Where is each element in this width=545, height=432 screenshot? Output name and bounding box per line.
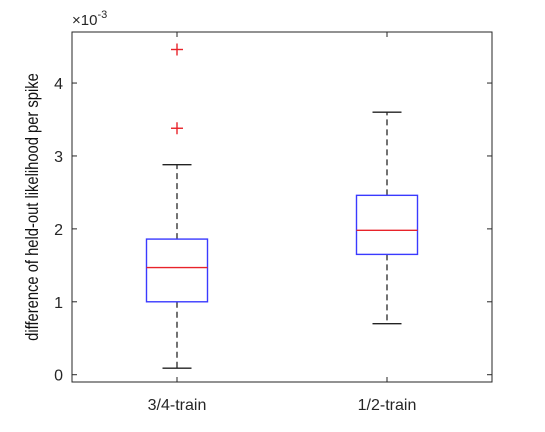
box-series: [145, 43, 419, 369]
y-tick-label: 2: [54, 222, 63, 239]
iqr-box: [145, 238, 209, 303]
y-axis-exponent-base: ×10: [72, 12, 97, 29]
y-axis-exponent-power: -3: [97, 9, 107, 21]
x-axis-ticks: 3/4-train 1/2-train: [148, 32, 417, 414]
iqr-box: [355, 194, 419, 256]
y-tick-label: 1: [54, 295, 63, 312]
y-axis-exponent: ×10-3: [72, 9, 107, 29]
y-tick-label: 3: [54, 149, 63, 166]
y-tick-label: 4: [54, 76, 63, 93]
plot-area: [71, 31, 493, 383]
y-tick-label: 0: [54, 368, 63, 385]
outlier-marker: [171, 122, 183, 135]
x-tick-label: 3/4-train: [148, 397, 207, 414]
box-group: [145, 43, 209, 369]
y-axis-label: difference of held-out likelihood per sp…: [23, 73, 43, 341]
outlier-marker: [171, 43, 183, 56]
y-axis-ticks: 0 1 2 3 4: [54, 76, 492, 385]
box-group: [355, 111, 419, 325]
x-tick-label: 1/2-train: [358, 397, 417, 414]
